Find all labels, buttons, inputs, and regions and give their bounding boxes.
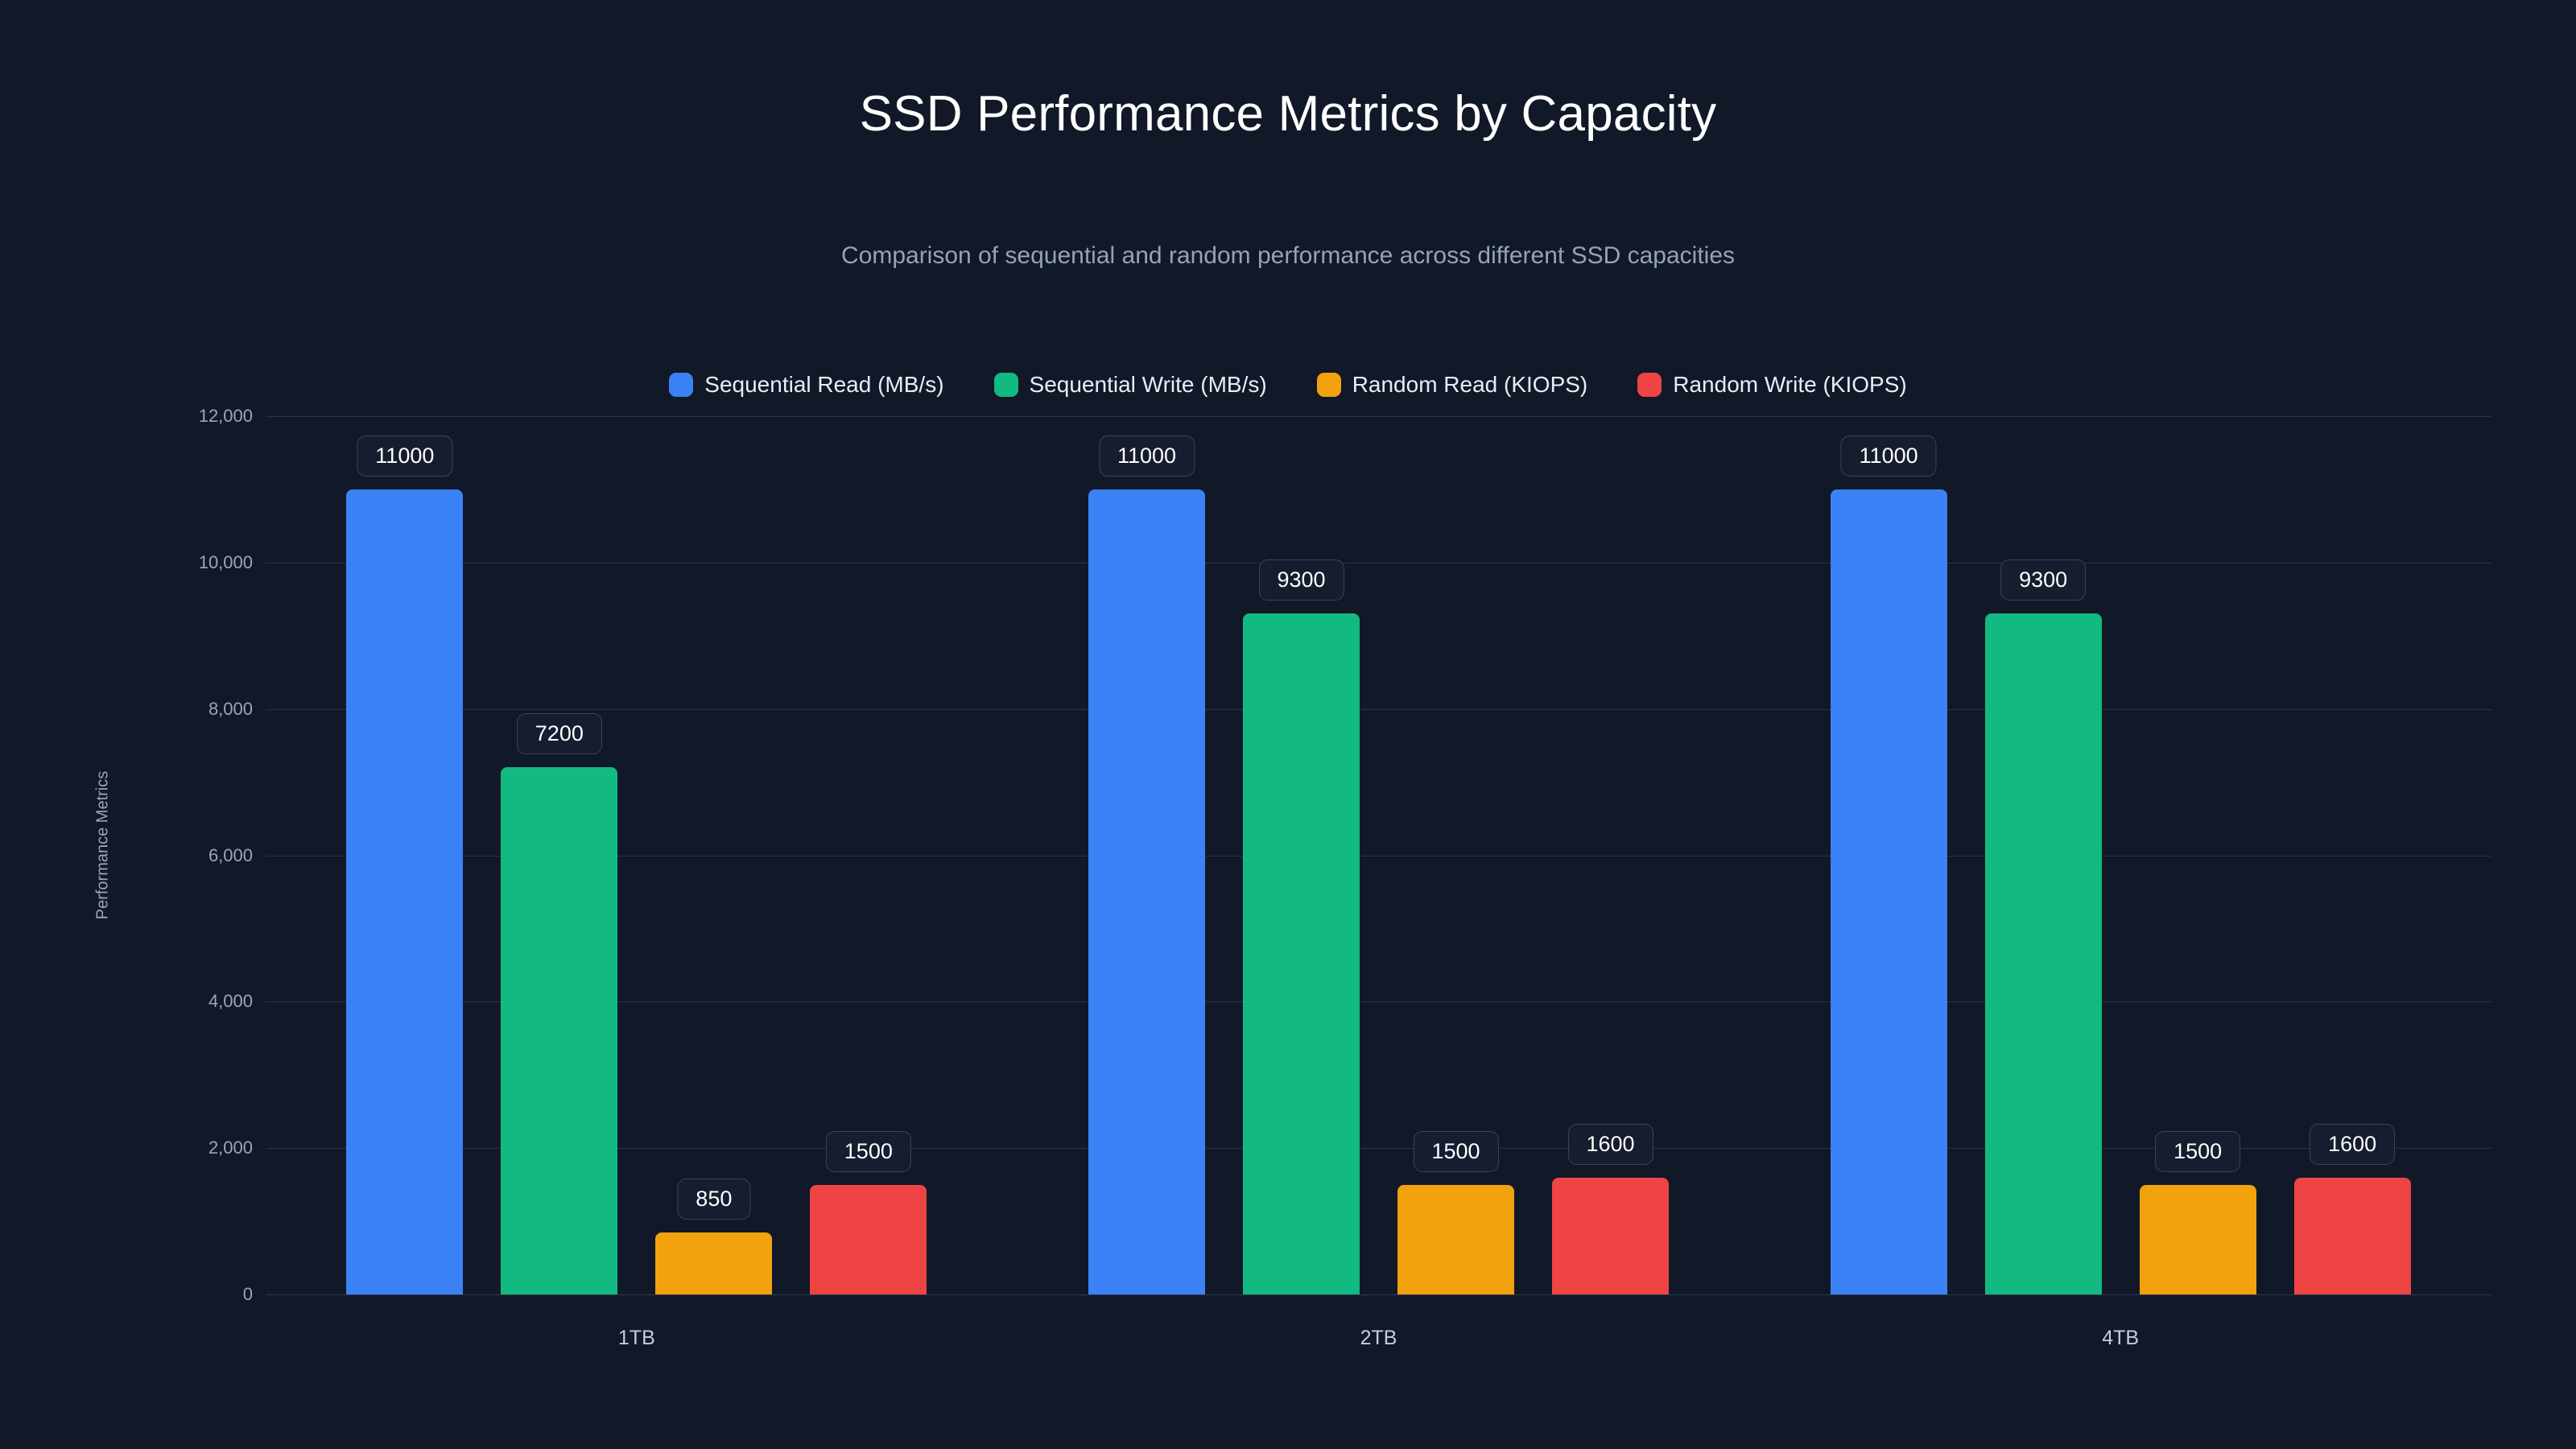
bar[interactable]	[810, 1184, 927, 1294]
bar-value-label: 1500	[825, 1130, 911, 1172]
bar-value-label: 11000	[357, 435, 453, 477]
bar[interactable]	[1984, 613, 2102, 1294]
page-title: SSD Performance Metrics by Capacity	[859, 86, 1717, 142]
y-axis-tick-label: 8,000	[208, 698, 253, 719]
legend-item-label: Random Read (KIOPS)	[1352, 372, 1588, 397]
y-axis-tick-label: 6,000	[208, 844, 253, 865]
bar[interactable]	[501, 767, 618, 1294]
gridline	[266, 416, 2491, 417]
bar-value-label: 11000	[1098, 435, 1195, 477]
x-axis-tick-label: 4TB	[2102, 1327, 2140, 1349]
legend-item[interactable]: Random Read (KIOPS)	[1316, 372, 1588, 398]
bar[interactable]	[346, 489, 464, 1294]
legend-item[interactable]: Sequential Read (MB/s)	[669, 372, 944, 398]
bar-value-label: 11000	[1840, 435, 1937, 477]
legend-swatch-icon	[1316, 373, 1341, 397]
gridline	[266, 1001, 2491, 1003]
bar[interactable]	[1088, 489, 1205, 1294]
bar-value-label: 9300	[2000, 559, 2087, 601]
chart-subtitle: Comparison of sequential and random perf…	[840, 242, 1736, 269]
gridline	[266, 708, 2491, 710]
x-axis-tick-label: 1TB	[617, 1327, 655, 1349]
bar[interactable]	[2293, 1177, 2411, 1294]
bar[interactable]	[2139, 1184, 2256, 1294]
legend-item[interactable]: Sequential Write (MB/s)	[993, 372, 1267, 398]
legend-item[interactable]: Random Write (KIOPS)	[1637, 372, 1907, 398]
bar-value-label: 1500	[1413, 1130, 1499, 1172]
bar[interactable]	[655, 1232, 773, 1294]
bar[interactable]	[1552, 1177, 1669, 1294]
bar-value-label: 1500	[2155, 1130, 2241, 1172]
bar[interactable]	[1830, 489, 1947, 1294]
chart-legend: Sequential Read (MB/s) Sequential Write (…	[0, 372, 2576, 398]
legend-item-label: Sequential Write (MB/s)	[1029, 372, 1267, 397]
bar[interactable]	[1243, 613, 1360, 1294]
x-axis-tick-label: 2TB	[1360, 1327, 1397, 1349]
bar-value-label: 850	[677, 1178, 751, 1220]
legend-swatch-icon	[669, 373, 694, 397]
bar-value-label: 9300	[1258, 559, 1344, 601]
gridline	[266, 562, 2491, 564]
gridline	[266, 855, 2491, 857]
legend-item-label: Random Write (KIOPS)	[1673, 372, 1907, 397]
bar-value-label: 1600	[2310, 1123, 2396, 1165]
y-axis-tick-label: 2,000	[208, 1137, 253, 1158]
legend-item-label: Sequential Read (MB/s)	[704, 372, 944, 397]
bar-value-label: 7200	[516, 713, 602, 755]
y-axis-tick-label: 4,000	[208, 991, 253, 1012]
y-axis-tick-label: 12,000	[198, 406, 253, 426]
bar-value-label: 1600	[1567, 1123, 1653, 1165]
legend-swatch-icon	[1637, 373, 1662, 397]
bar[interactable]	[1397, 1184, 1514, 1294]
y-axis-tick-label: 10,000	[198, 551, 253, 572]
gridline	[266, 1148, 2491, 1150]
gridline	[266, 1294, 2491, 1295]
legend-swatch-icon	[993, 373, 1018, 397]
y-axis-tick-label: 0	[242, 1284, 253, 1304]
